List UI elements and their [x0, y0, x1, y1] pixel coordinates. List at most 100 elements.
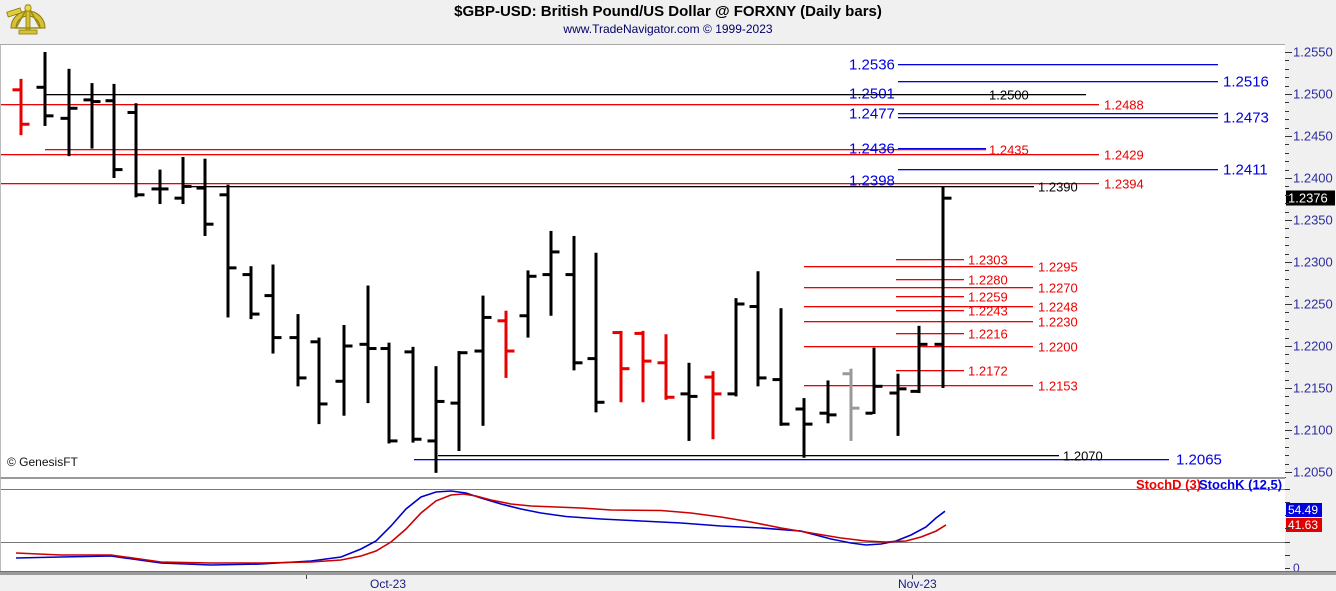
- ohlc-bar: [872, 347, 876, 415]
- level-line: [804, 266, 1033, 268]
- ohlc-close-tick: [529, 274, 537, 278]
- price-level-label: 1.2248: [1038, 299, 1078, 315]
- ohlc-bar: [158, 169, 162, 205]
- ohlc-open-tick: [60, 116, 68, 120]
- ohlc-close-tick: [690, 394, 698, 398]
- price-axis-tick: [1285, 405, 1289, 406]
- price-axis-tick: [1285, 86, 1289, 87]
- ohlc-open-tick: [680, 392, 688, 396]
- stoch-axis-tick: [1285, 489, 1290, 490]
- ohlc-close-tick: [852, 406, 860, 410]
- ohlc-open-tick: [587, 357, 595, 361]
- ohlc-bar: [779, 308, 783, 426]
- ohlc-open-tick: [264, 294, 272, 298]
- ohlc-open-tick: [795, 407, 803, 411]
- ohlc-close-tick: [93, 100, 101, 104]
- time-axis[interactable]: Oct-23 Nov-23: [0, 575, 1336, 591]
- main-price-panel[interactable]: 1.2536 1.2516 1.2501 1.2500 1.2488 1.2477 1.24…: [0, 44, 1286, 478]
- price-level-label: 1.2172: [968, 363, 1008, 379]
- price-axis-label: 1.2100: [1293, 422, 1333, 438]
- price-axis-tick: [1285, 203, 1289, 204]
- price-level-label: 1.2200: [1038, 339, 1078, 355]
- price-level-label: 1.2398: [849, 172, 895, 190]
- ohlc-open-tick: [565, 273, 573, 277]
- ohlc-bar: [826, 380, 830, 424]
- price-axis-label: 1.2400: [1293, 170, 1333, 186]
- ohlc-open-tick: [242, 273, 250, 277]
- ohlc-bar: [849, 368, 853, 441]
- ohlc-open-tick: [289, 336, 297, 340]
- ohlc-bar: [90, 83, 94, 149]
- ohlc-close-tick: [759, 376, 767, 380]
- price-level-label: 1.2303: [968, 252, 1008, 268]
- stoch-axis-tick: [1285, 528, 1290, 529]
- ohlc-close-tick: [644, 359, 652, 363]
- price-axis-tick: [1285, 262, 1292, 263]
- stochastic-canvas: [1, 489, 1285, 566]
- ohlc-bar: [181, 157, 185, 205]
- stochastic-axis[interactable]: 54.49 41.63 0: [1285, 478, 1336, 575]
- level-line: [898, 148, 986, 150]
- ohlc-open-tick: [772, 378, 780, 382]
- price-level-label: 1.2259: [968, 289, 1008, 305]
- time-axis-label: Nov-23: [898, 577, 937, 591]
- price-axis-tick: [1285, 245, 1289, 246]
- price-axis-tick: [1285, 438, 1289, 439]
- ohlc-bar: [296, 314, 300, 387]
- ohlc-bar: [457, 351, 461, 451]
- price-level-label: 1.2429: [1104, 147, 1144, 163]
- ohlc-bar: [249, 266, 253, 320]
- ohlc-bar: [711, 371, 715, 440]
- stochk-value-badge: 54.49: [1286, 503, 1322, 517]
- ohlc-bar: [526, 270, 530, 338]
- stochd-legend-label: StochD (3): [1136, 477, 1201, 492]
- ohlc-open-tick: [151, 187, 159, 191]
- ohlc-open-tick: [749, 305, 757, 309]
- ohlc-close-tick: [875, 384, 883, 388]
- ohlc-open-tick: [427, 439, 435, 443]
- price-axis-label: 1.2200: [1293, 338, 1333, 354]
- price-level-label: 1.2488: [1104, 97, 1144, 113]
- panel-separator: [0, 571, 1336, 576]
- ohlc-open-tick: [889, 391, 897, 395]
- ohlc-open-tick: [910, 389, 918, 393]
- last-price-badge: 1.2376: [1286, 190, 1335, 206]
- ohlc-close-tick: [115, 168, 123, 172]
- ohlc-open-tick: [842, 372, 850, 376]
- ohlc-bar: [134, 103, 138, 198]
- price-axis-tick: [1285, 102, 1289, 103]
- price-axis-tick: [1285, 413, 1289, 414]
- level-line: [804, 287, 1033, 289]
- ohlc-bar: [941, 186, 945, 388]
- ohlc-close-tick: [944, 196, 952, 200]
- price-level-label: 1.2230: [1038, 314, 1078, 330]
- price-axis-tick: [1285, 329, 1289, 330]
- price-level-label: 1.2216: [968, 326, 1008, 342]
- price-axis-tick: [1285, 119, 1289, 120]
- price-axis-tick: [1285, 447, 1289, 448]
- ohlc-open-tick: [865, 411, 873, 415]
- price-axis-tick: [1285, 312, 1289, 313]
- ohlc-open-tick: [819, 411, 827, 415]
- stochastic-panel[interactable]: StochD (3) StochK (12,5): [0, 478, 1286, 572]
- ohlc-close-tick: [137, 193, 145, 197]
- level-line: [896, 370, 964, 372]
- time-axis-tick: [912, 575, 913, 579]
- ohlc-bar: [504, 310, 508, 378]
- ohlc-open-tick: [127, 110, 135, 114]
- ohlc-close-tick: [206, 222, 214, 226]
- ohlc-open-tick: [335, 379, 343, 383]
- level-line: [804, 306, 1033, 308]
- ohlc-open-tick: [519, 314, 527, 318]
- ohlc-bar: [43, 52, 47, 126]
- ohlc-bar: [481, 295, 485, 426]
- price-level-label: 1.2153: [1038, 378, 1078, 394]
- ohlc-bar: [572, 235, 576, 371]
- stoch-series-line: [15, 493, 947, 564]
- price-axis[interactable]: 1.2376 1.2550 1.2500 1.2450 1.2400 1.2350 1.2…: [1285, 44, 1336, 480]
- ohlc-open-tick: [83, 98, 91, 102]
- ohlc-close-tick: [252, 312, 260, 316]
- price-axis-tick: [1285, 228, 1289, 229]
- stoch-axis-tick: [1285, 502, 1290, 503]
- ohlc-close-tick: [737, 302, 745, 306]
